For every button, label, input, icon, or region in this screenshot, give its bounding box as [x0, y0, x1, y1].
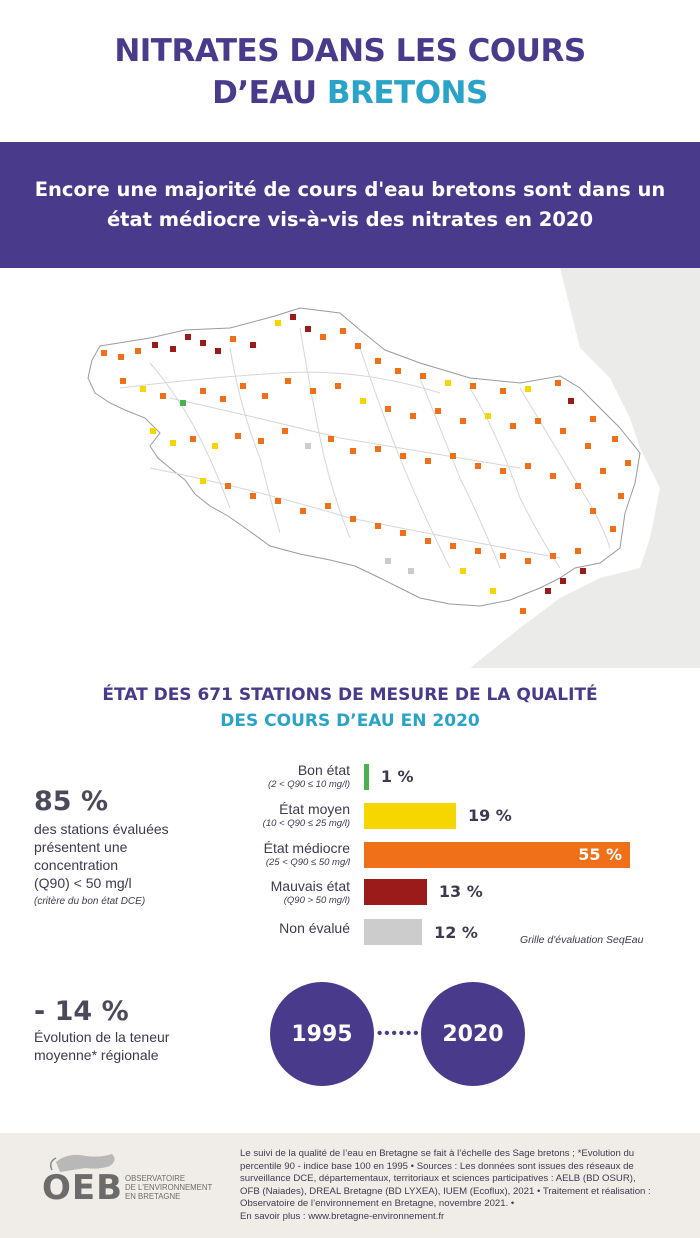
cat-good-percent: 1 %: [380, 767, 414, 786]
title-line-2-part: D’EAU: [212, 75, 327, 111]
cat-bad-label: Mauvais état: [270, 878, 350, 894]
year-start-circle: 1995: [270, 982, 374, 1086]
logo-text-line-3: EN BRETAGNE: [125, 1192, 181, 1201]
footer-line-6: En savoir plus : www.bretagne-environnem…: [240, 1210, 445, 1222]
oeb-logo-icon: [49, 1154, 115, 1172]
stat-85-value: 85 %: [34, 786, 109, 817]
cat-none-percent: 12 %: [434, 923, 478, 942]
brittany-outline: [87, 307, 641, 607]
river-network: [119, 327, 611, 569]
stat-85-line-4: (Q90) < 50 mg/l: [34, 875, 132, 891]
stat-evolution-line-2: moyenne* régionale: [34, 1047, 159, 1063]
year-start: 1995: [291, 1021, 353, 1047]
cat-mediocre-sub: (25 < Q90 ≤ 50 mg/l: [265, 857, 350, 868]
footer-sources: Le suivi de la qualité de l’eau en Breta…: [240, 1148, 685, 1224]
cat-none-bar: [364, 919, 423, 945]
brittany-map: [87, 268, 700, 668]
footer-line-4: OFB (Naiades), DREAL Bretagne (BD LYXEA)…: [240, 1185, 651, 1197]
cat-good-bar: [364, 764, 369, 790]
cat-average-percent: 19 %: [467, 806, 512, 825]
headline-text: Encore une majorité de cours d'eau breto…: [34, 178, 666, 231]
footer: [0, 1133, 700, 1238]
title-line-2: D’EAU BRETONS: [0, 72, 700, 114]
page-title: NITRATES DANS LES COURS D’EAU BRETONS: [0, 30, 700, 114]
stations-title: ÉTAT DES 671 STATIONS DE MESURE DE LA QU…: [0, 682, 700, 734]
footer-line-1: Le suivi de la qualité de l’eau en Breta…: [240, 1148, 635, 1159]
cat-none-label: Non évalué: [279, 920, 350, 936]
stat-evolution-line-1: Évolution de la teneur: [34, 1029, 170, 1045]
stat-evolution-value: - 14 %: [34, 996, 129, 1027]
cat-mediocre-bar: [364, 842, 631, 868]
cat-average-bar: [364, 803, 456, 829]
cat-average-sub: (10 < Q90 ≤ 25 mg/l): [262, 818, 350, 829]
cat-bad-percent: 13 %: [438, 882, 483, 901]
stations-title-line-1: ÉTAT DES 671 STATIONS DE MESURE DE LA QU…: [102, 685, 598, 705]
year-end: 2020: [442, 1021, 504, 1047]
cat-bad-bar: [364, 879, 427, 905]
year-end-circle: 2020: [421, 982, 525, 1086]
headline-banner: Encore une majorité de cours d'eau breto…: [0, 142, 700, 268]
stations-title-line-2: DES COURS D’EAU EN 2020: [220, 711, 480, 731]
footer-line-5: Observatoire de l’environnement en Breta…: [240, 1198, 515, 1210]
stat-85-line-2: présentent une: [34, 839, 128, 855]
stat-85-line-3: concentration: [34, 857, 119, 873]
neighbour-land: [470, 268, 700, 668]
stat-85-line-1: des stations évaluées: [34, 821, 169, 837]
logo-text: OBSERVATOIRE DE L'ENVIRONNEMENT EN BRETA…: [125, 1174, 212, 1201]
cat-mediocre-label: État médiocre: [263, 840, 350, 856]
footer-line-3: surveillance DCE, départementaux, territ…: [240, 1173, 636, 1185]
year-dots: ••••••: [377, 1025, 421, 1042]
logo-text-line-1: OBSERVATOIRE: [125, 1174, 186, 1183]
cat-bad-sub: (Q90 > 50 mg/l): [283, 895, 350, 906]
cat-mediocre-percent: 55 %: [578, 845, 623, 864]
logo-text-line-2: DE L'ENVIRONNEMENT: [125, 1183, 213, 1192]
logo-acronym: OEB: [42, 1168, 124, 1208]
footer-line-2: percentile 90 - indice base 100 en 1995 …: [240, 1160, 634, 1172]
cat-average-label: État moyen: [279, 801, 350, 817]
title-line-1: NITRATES DANS LES COURS: [114, 33, 586, 69]
stat-85-note: (critère du bon état DCE): [34, 896, 146, 907]
title-accent: BRETONS: [326, 75, 488, 111]
cat-good-label: Bon état: [297, 762, 350, 778]
grid-note: Grille d'évaluation SeqEau: [520, 934, 644, 946]
station-markers: [101, 314, 631, 614]
cat-good-sub: (2 < Q90 ≤ 10 mg/l): [267, 779, 350, 790]
